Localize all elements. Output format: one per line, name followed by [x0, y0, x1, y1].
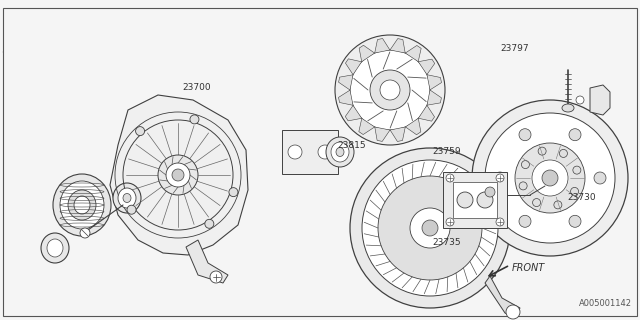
Ellipse shape: [331, 142, 349, 162]
Circle shape: [519, 215, 531, 227]
Circle shape: [205, 219, 214, 228]
Circle shape: [522, 161, 529, 169]
Circle shape: [532, 160, 568, 196]
Circle shape: [538, 147, 546, 155]
Text: FRONT: FRONT: [512, 263, 545, 273]
Polygon shape: [390, 39, 405, 53]
Polygon shape: [375, 127, 390, 141]
Text: A005001142: A005001142: [579, 299, 632, 308]
Polygon shape: [427, 90, 442, 105]
Ellipse shape: [74, 196, 90, 214]
Circle shape: [410, 208, 450, 248]
Circle shape: [370, 70, 410, 110]
Circle shape: [485, 113, 615, 243]
Circle shape: [573, 166, 581, 174]
Circle shape: [485, 187, 495, 197]
Circle shape: [594, 172, 606, 184]
Circle shape: [494, 172, 506, 184]
Circle shape: [350, 148, 510, 308]
Circle shape: [559, 149, 568, 157]
Polygon shape: [419, 59, 435, 75]
Polygon shape: [374, 38, 390, 53]
Text: 23759: 23759: [432, 147, 461, 156]
Polygon shape: [345, 105, 362, 121]
Ellipse shape: [68, 190, 96, 220]
Text: 23797: 23797: [500, 44, 529, 53]
Circle shape: [422, 220, 438, 236]
Circle shape: [335, 35, 445, 145]
Polygon shape: [339, 75, 353, 90]
Bar: [443, 172, 507, 228]
Circle shape: [554, 201, 562, 209]
Ellipse shape: [47, 239, 63, 257]
Polygon shape: [405, 118, 421, 135]
Circle shape: [190, 115, 199, 124]
Circle shape: [158, 155, 198, 195]
Ellipse shape: [562, 104, 574, 112]
Circle shape: [532, 199, 541, 207]
Circle shape: [210, 271, 222, 283]
Circle shape: [318, 145, 332, 159]
Polygon shape: [405, 45, 421, 62]
Text: 23730: 23730: [567, 193, 596, 202]
Circle shape: [172, 169, 184, 181]
Circle shape: [229, 188, 238, 197]
Text: 23735: 23735: [432, 238, 461, 247]
Circle shape: [127, 205, 136, 214]
Circle shape: [457, 192, 473, 208]
Circle shape: [136, 127, 145, 136]
Polygon shape: [346, 59, 362, 75]
Circle shape: [80, 228, 90, 238]
Polygon shape: [419, 105, 435, 121]
Circle shape: [446, 174, 454, 182]
Bar: [453, 182, 497, 218]
Polygon shape: [590, 85, 610, 115]
Ellipse shape: [118, 188, 136, 208]
Circle shape: [542, 170, 558, 186]
Circle shape: [519, 129, 531, 141]
Circle shape: [576, 96, 584, 104]
Polygon shape: [427, 75, 442, 90]
Ellipse shape: [336, 148, 344, 156]
Circle shape: [472, 100, 628, 256]
Circle shape: [569, 129, 581, 141]
Ellipse shape: [60, 181, 104, 229]
Ellipse shape: [41, 233, 69, 263]
Ellipse shape: [113, 183, 141, 213]
Text: 23815: 23815: [337, 141, 365, 150]
Circle shape: [496, 218, 504, 226]
Circle shape: [506, 305, 520, 319]
Circle shape: [519, 182, 527, 190]
Circle shape: [477, 192, 493, 208]
Circle shape: [380, 80, 400, 100]
Circle shape: [446, 218, 454, 226]
Circle shape: [496, 174, 504, 182]
Polygon shape: [359, 45, 374, 62]
Ellipse shape: [123, 194, 131, 203]
Polygon shape: [110, 95, 248, 255]
Polygon shape: [186, 240, 228, 283]
Circle shape: [515, 143, 585, 213]
Polygon shape: [485, 276, 520, 318]
Bar: [282, 130, 338, 174]
Circle shape: [288, 145, 302, 159]
Polygon shape: [359, 118, 374, 134]
Circle shape: [350, 50, 430, 130]
Polygon shape: [339, 90, 353, 105]
Ellipse shape: [53, 174, 111, 236]
Text: 23700: 23700: [182, 83, 211, 92]
Circle shape: [571, 188, 579, 196]
Circle shape: [569, 215, 581, 227]
Circle shape: [362, 160, 498, 296]
Circle shape: [166, 163, 190, 187]
Polygon shape: [390, 127, 405, 141]
Circle shape: [378, 176, 482, 280]
Ellipse shape: [326, 137, 354, 167]
